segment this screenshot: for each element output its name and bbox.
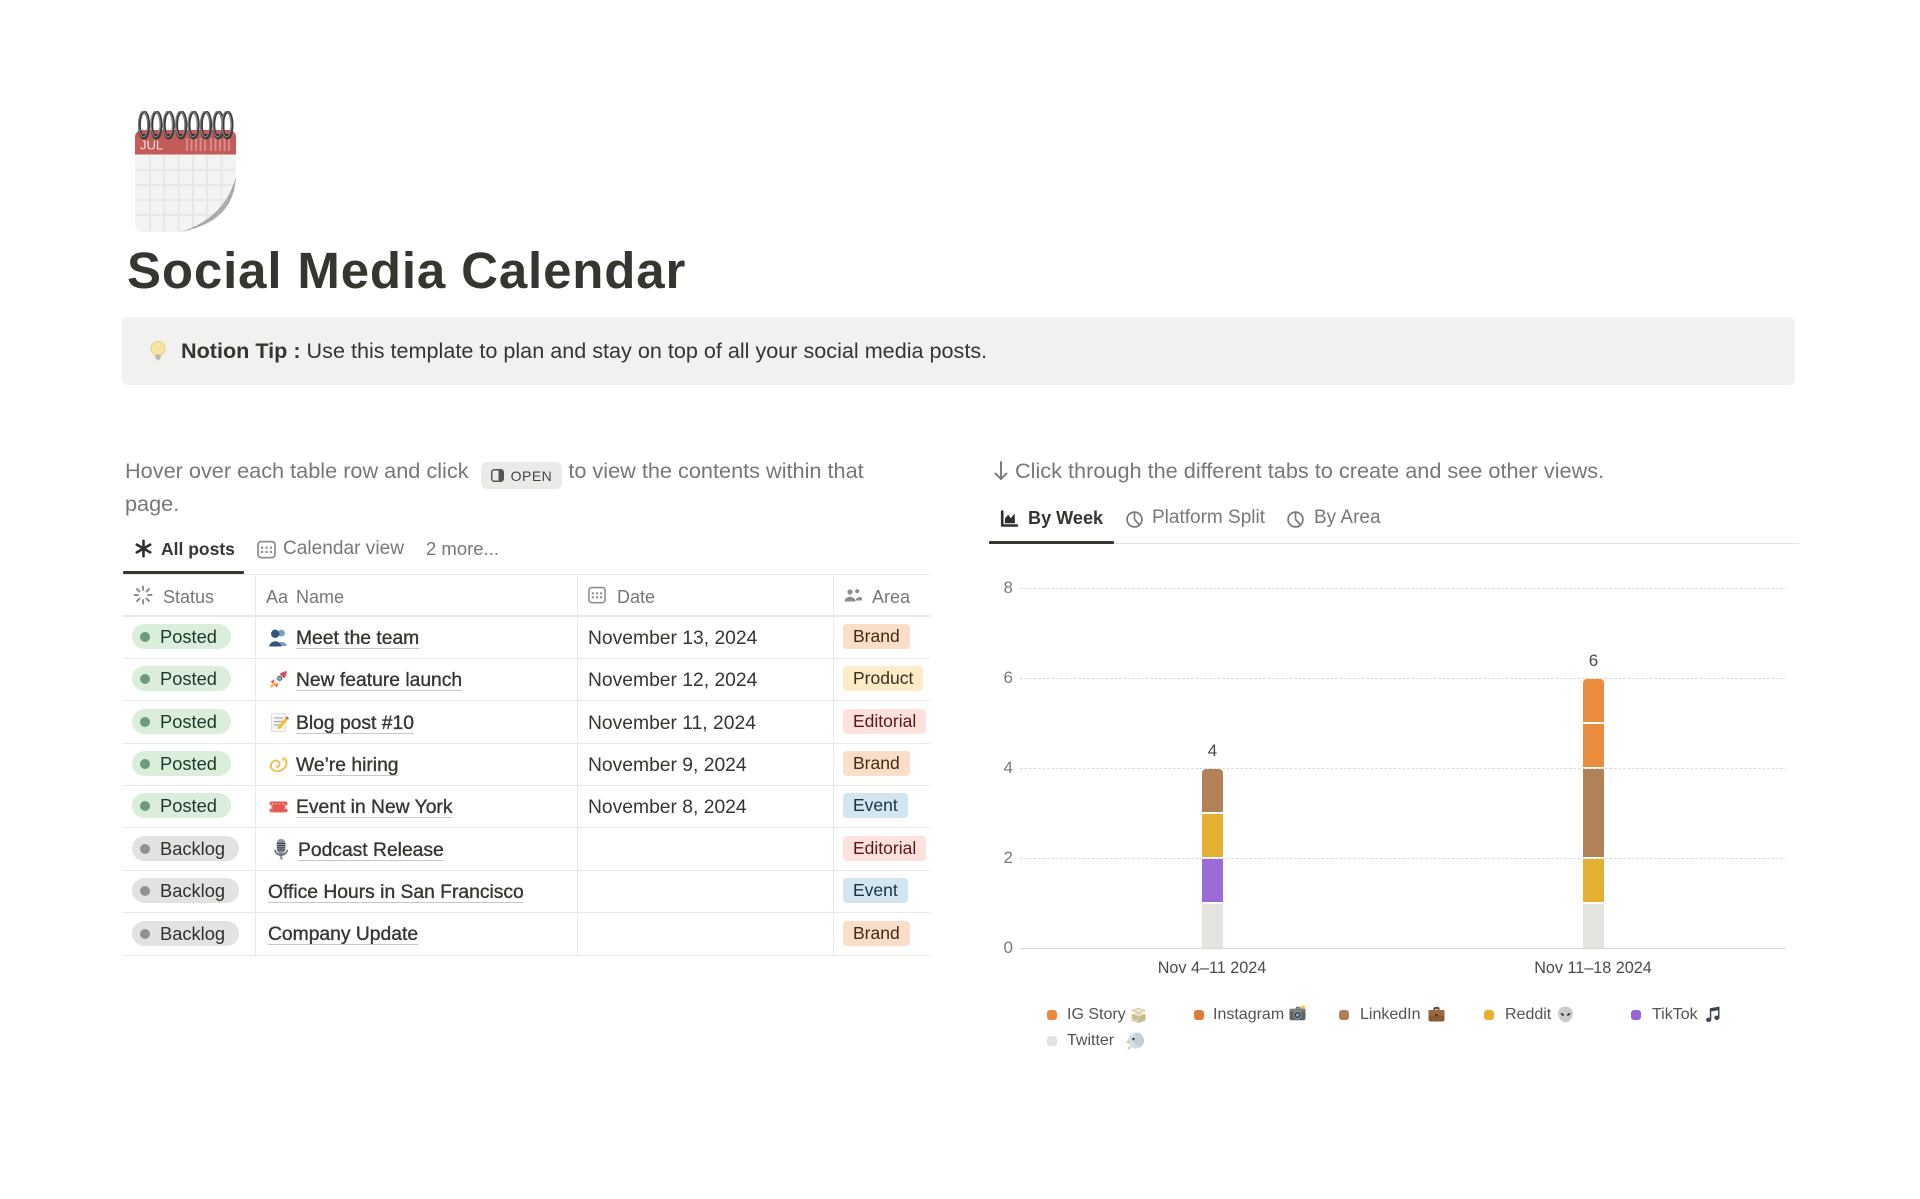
svg-text:JUL: JUL — [140, 138, 163, 153]
